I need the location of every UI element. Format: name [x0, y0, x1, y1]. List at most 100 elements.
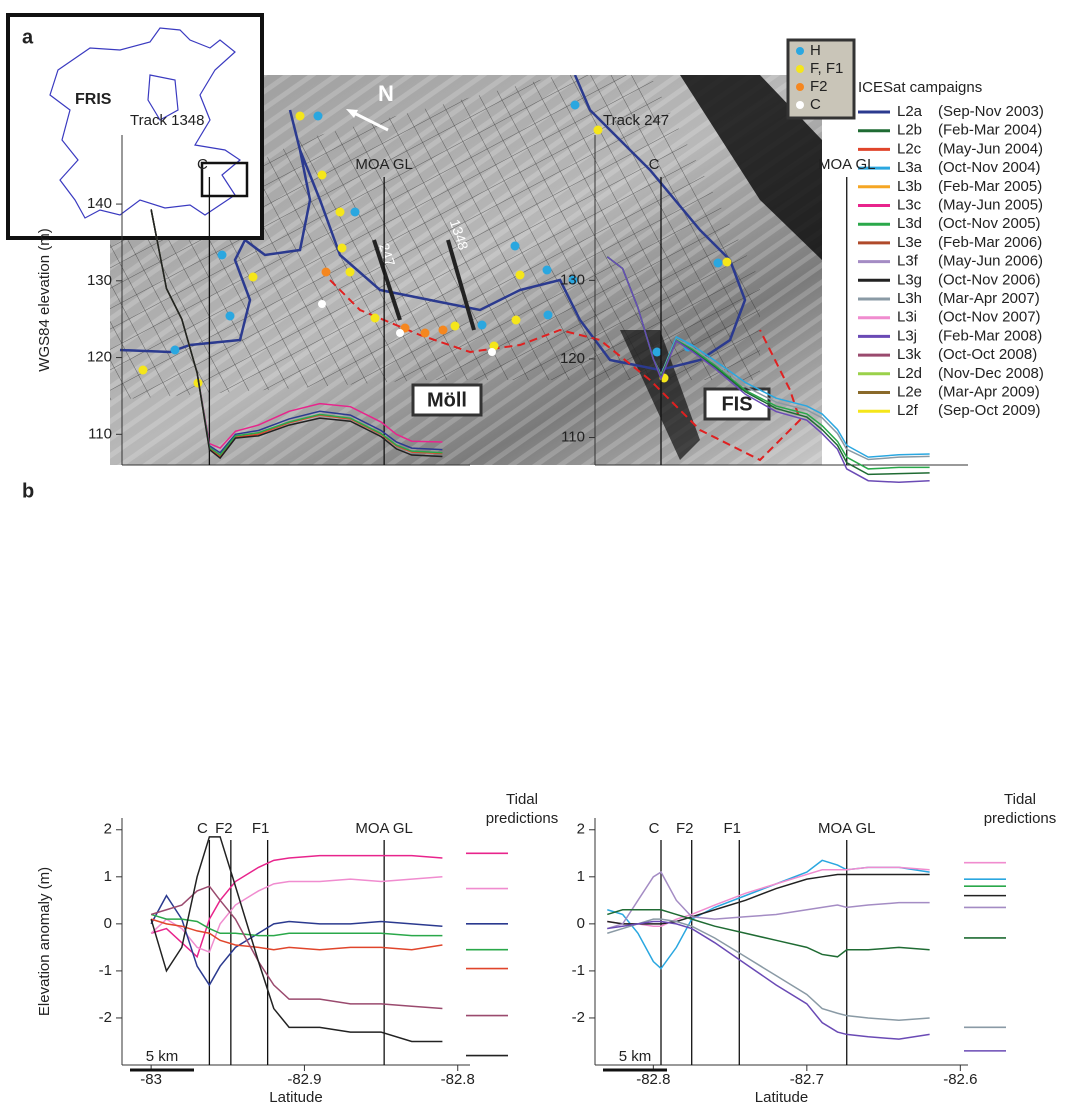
tidal-label: predictions: [486, 810, 559, 827]
legend-dot: [796, 83, 804, 91]
legend-period: (Oct-Nov 2007): [938, 309, 1041, 326]
legend-period: (Mar-Apr 2009): [938, 383, 1040, 400]
y-tick-label: 2: [577, 821, 585, 838]
legend-label: F2: [810, 78, 828, 95]
series-line: [607, 918, 930, 1022]
legend-code: L3a: [897, 159, 923, 176]
y-tick-label: 1: [577, 868, 585, 885]
legend-dot: [796, 47, 804, 55]
tidal-label: Tidal: [506, 791, 538, 808]
legend-code: L2f: [897, 402, 919, 419]
y-tick-label: 0: [577, 915, 585, 932]
reference-label: MOA GL: [355, 820, 413, 837]
legend-period: (Feb-Mar 2008): [938, 327, 1042, 344]
y-tick-label: 130: [87, 272, 112, 289]
series-line: [607, 866, 930, 927]
legend-period: (Feb-Mar 2006): [938, 234, 1042, 251]
legend-code: L2e: [897, 383, 922, 400]
legend-period: (Mar-Apr 2007): [938, 290, 1040, 307]
series-line: [150, 918, 443, 951]
inset-box: [200, 161, 249, 198]
x-tick-label: -82.8: [636, 1071, 670, 1088]
tidal-label: predictions: [984, 810, 1057, 827]
y-tick-label: -1: [99, 962, 112, 979]
legend-code: L3d: [897, 215, 922, 232]
panel-label: a: [22, 26, 34, 48]
y-tick-label: 120: [87, 349, 112, 366]
reference-label: C: [197, 156, 208, 173]
panel-label: b: [22, 480, 34, 502]
series-line: [607, 871, 930, 930]
y-axis-label: WGS84 elevation (m): [36, 228, 53, 371]
scale-bar-label: 5 km: [146, 1048, 179, 1065]
y-tick-label: 130: [560, 271, 585, 288]
reference-label: C: [197, 820, 208, 837]
x-tick-label: -82.8: [441, 1071, 475, 1088]
y-tick-label: -1: [572, 962, 585, 979]
region-label: FIS: [721, 393, 752, 415]
series-line: [150, 854, 443, 959]
reference-label: F1: [252, 820, 270, 837]
map-points: [138, 100, 732, 388]
legend-code: L3c: [897, 196, 922, 213]
campaign-legend: L2a (Sep-Nov 2003) L2b (Feb-Mar 2004) L2c (Ma…: [858, 103, 1044, 419]
y-tick-label: 110: [88, 425, 112, 442]
x-axis-label: Latitude: [269, 1089, 322, 1106]
legend-period: (Oct-Nov 2005): [938, 215, 1041, 232]
y-tick-label: -2: [99, 1009, 112, 1026]
y-tick-label: -2: [572, 1009, 585, 1026]
reference-label: C: [649, 156, 660, 173]
tidal-label: Tidal: [1004, 791, 1036, 808]
legend-period: (Feb-Mar 2005): [938, 178, 1042, 195]
legend-code: L3k: [897, 346, 922, 363]
reference-label: C: [649, 820, 660, 837]
y-tick-label: 0: [104, 915, 112, 932]
legend-period: (Feb-Mar 2004): [938, 122, 1042, 139]
chart-title: Track 1348: [130, 112, 204, 129]
reference-label: F2: [676, 820, 694, 837]
legend-period: (Oct-Nov 2006): [938, 271, 1041, 288]
legend-period: (May-Jun 2005): [938, 196, 1043, 213]
legend-dot: [796, 65, 804, 73]
campaigns-title: ICESat campaigns: [858, 79, 982, 96]
y-tick-label: 120: [560, 350, 585, 367]
series-line: [150, 913, 443, 937]
legend-code: L3h: [897, 290, 922, 307]
reference-label: MOA GL: [355, 156, 413, 173]
y-tick-label: 2: [104, 821, 112, 838]
x-tick-label: -82.9: [287, 1071, 321, 1088]
legend-period: (Nov-Dec 2008): [938, 365, 1044, 382]
legend-period: (May-Jun 2004): [938, 140, 1043, 157]
legend-period: (Sep-Nov 2003): [938, 103, 1044, 120]
x-axis-label: Latitude: [755, 1089, 808, 1106]
legend-label: H: [810, 42, 821, 59]
legend-code: L3e: [897, 234, 922, 251]
legend-code: L3f: [897, 253, 919, 270]
reference-label: MOA GL: [818, 820, 876, 837]
x-tick-label: -83: [140, 1071, 162, 1088]
legend-period: (May-Jun 2006): [938, 253, 1043, 270]
y-tick-label: 1: [104, 868, 112, 885]
series-line: [150, 209, 443, 460]
series-line: [150, 836, 443, 1043]
series-line: [150, 894, 443, 987]
legend-code: L2c: [897, 140, 922, 157]
y-axis-label: Elevation anomaly (m): [36, 867, 53, 1016]
legend-code: L2a: [897, 103, 923, 120]
legend-code: L3b: [897, 178, 922, 195]
legend-label: F, F1: [810, 60, 843, 77]
scale-bar-label: 5 km: [619, 1048, 652, 1065]
legend-period: (Sep-Oct 2009): [938, 402, 1041, 419]
region-label: Möll: [427, 389, 467, 411]
region-box: [411, 383, 483, 417]
legend-code: L3j: [897, 327, 917, 344]
series-line: [607, 873, 930, 925]
series-line: [607, 920, 930, 1040]
reference-label: F2: [215, 820, 233, 837]
legend-code: L2d: [897, 365, 922, 382]
legend-code: L2b: [897, 122, 922, 139]
fris-outline: [49, 27, 242, 219]
legend-dot: [796, 101, 804, 109]
